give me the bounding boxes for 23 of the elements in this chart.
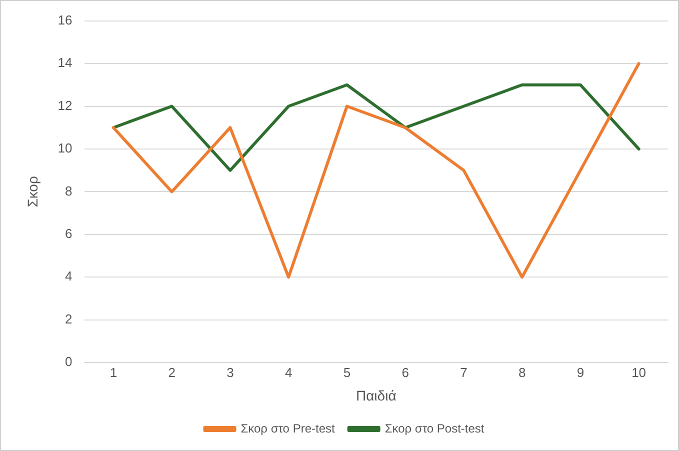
legend-label: Σκορ στο Post-test xyxy=(384,421,485,436)
y-tick-label: 14 xyxy=(58,55,72,70)
x-tick-label: 9 xyxy=(576,364,584,380)
x-tick-label: 8 xyxy=(518,364,526,380)
y-tick-label: 8 xyxy=(65,183,72,198)
y-tick-label: 16 xyxy=(58,12,72,28)
x-tick-label: 3 xyxy=(226,364,234,380)
x-tick-label: 4 xyxy=(284,364,292,380)
x-tick-label: 6 xyxy=(402,364,409,380)
y-tick-label: 0 xyxy=(65,354,72,370)
y-axis-title: Σκορ xyxy=(24,176,40,208)
x-tick-label: 5 xyxy=(343,364,351,380)
y-tick-label: 10 xyxy=(58,140,72,156)
y-tick-label: 6 xyxy=(65,226,72,242)
y-tick-label: 12 xyxy=(58,98,72,113)
x-tick-label: 7 xyxy=(460,364,468,380)
y-tick-label: 4 xyxy=(65,268,72,284)
y-tick-label: 2 xyxy=(65,311,72,326)
x-tick-label: 2 xyxy=(168,364,176,380)
legend-label: Σκορ στο Pre-test xyxy=(240,421,336,436)
x-axis-title: Παιδιά xyxy=(356,387,396,404)
x-tick-label: 1 xyxy=(110,364,118,380)
x-tick-label: 10 xyxy=(632,364,646,380)
